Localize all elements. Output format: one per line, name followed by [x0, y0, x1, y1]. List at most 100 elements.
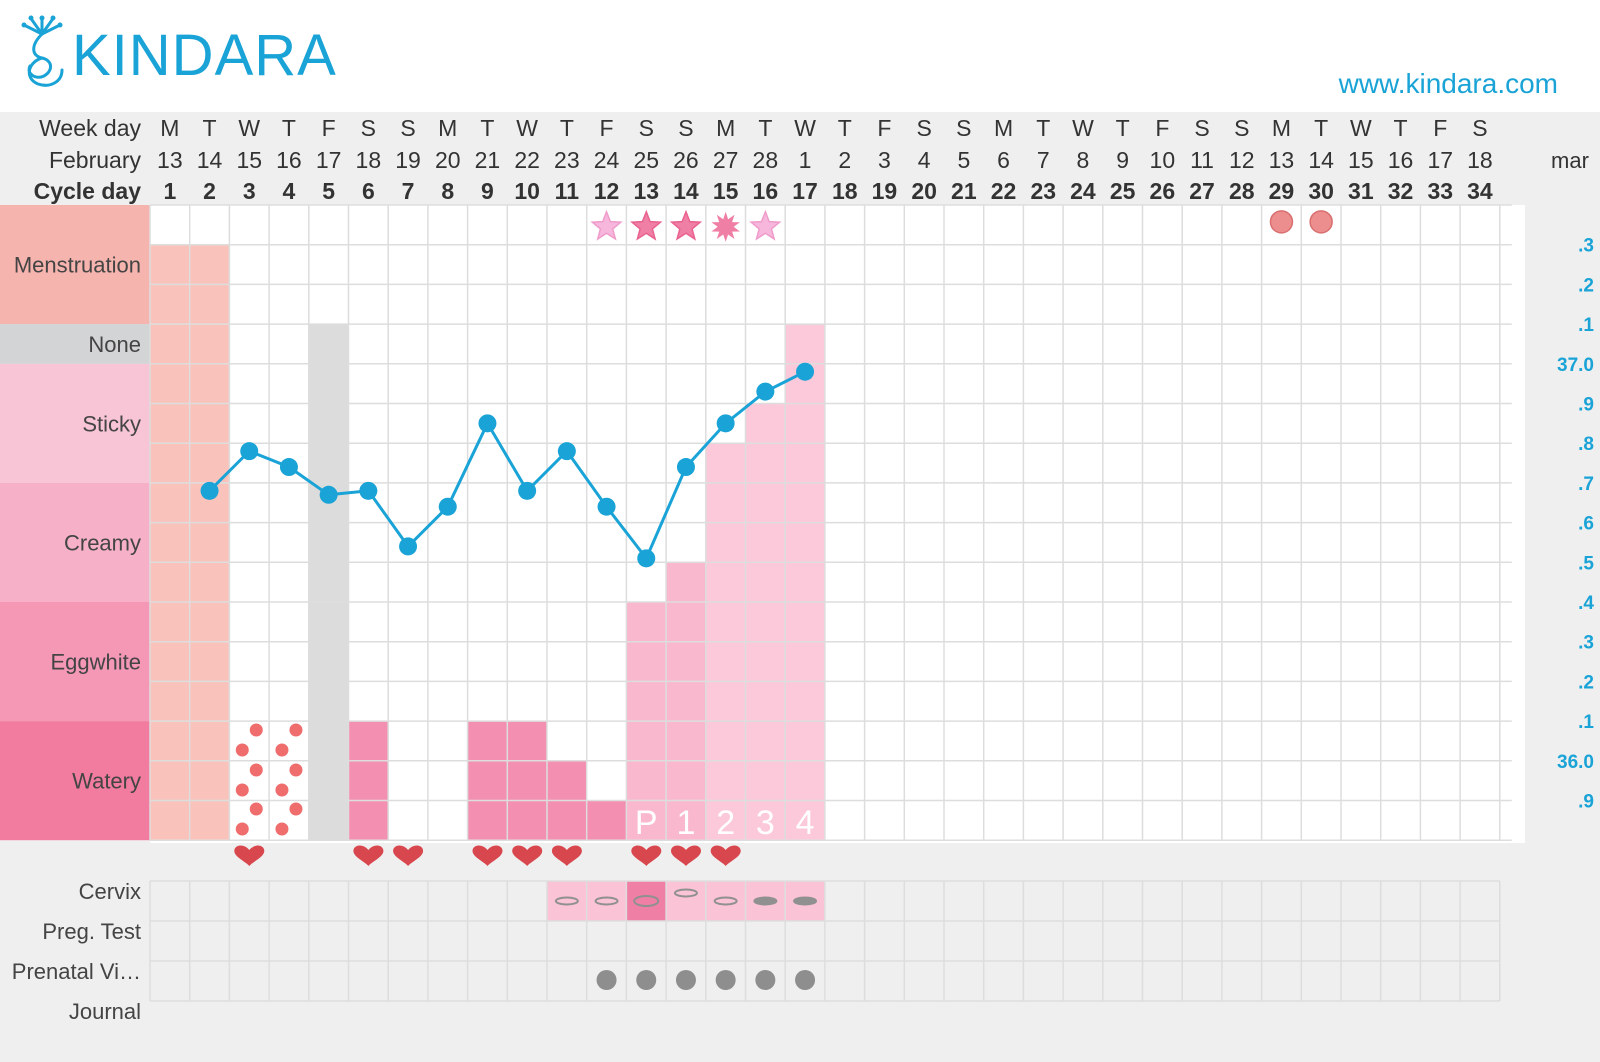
temperature-point: [637, 549, 656, 568]
menstruation-bar: [189, 244, 230, 841]
peak-day-label: 1: [676, 804, 695, 842]
header-cell: 28: [1229, 178, 1255, 204]
header-row-label: Cycle day: [34, 178, 142, 204]
header-cell: 24: [594, 147, 620, 173]
spotting-dot: [289, 763, 303, 777]
temperature-tick-label: .3: [1578, 633, 1594, 654]
header-cell: 6: [997, 147, 1010, 173]
temperature-tick-label: .8: [1578, 434, 1594, 455]
intercourse-heart-icon: [512, 845, 543, 866]
fluid-row-label: Sticky: [82, 411, 141, 436]
header-cell: S: [678, 115, 693, 141]
header-cell: F: [1155, 115, 1169, 141]
fluid-row-label: Eggwhite: [50, 650, 141, 675]
header-cell: 24: [1070, 178, 1096, 204]
peak-day-label: 4: [796, 804, 815, 842]
header-cell: 23: [554, 147, 580, 173]
header-cell: S: [916, 115, 931, 141]
intercourse-heart-icon: [472, 845, 503, 866]
header-cell: 14: [1308, 147, 1334, 173]
header-cell: 6: [362, 178, 375, 204]
temperature-point: [518, 481, 537, 500]
header-cell: W: [238, 115, 260, 141]
header-cell: 23: [1030, 178, 1056, 204]
temperature-point: [279, 458, 298, 477]
header-cell: T: [758, 115, 772, 141]
spotting-dot: [235, 783, 249, 797]
temperature-tick-label: .5: [1578, 553, 1594, 574]
header-cell: 16: [753, 178, 779, 204]
fertile-star-icon: [630, 209, 663, 241]
fluid-row-label: None: [88, 332, 141, 357]
temperature-tick-label: .2: [1578, 672, 1594, 693]
peak-day-label: 3: [756, 804, 775, 842]
spotting-dot: [275, 783, 289, 797]
header-cell: 2: [838, 147, 851, 173]
header-cell: 18: [356, 147, 382, 173]
header-cell: 22: [514, 147, 540, 173]
header-cell: S: [1194, 115, 1209, 141]
header-cell: 33: [1427, 178, 1453, 204]
header-cell: 1: [163, 178, 176, 204]
header-cell: 18: [832, 178, 858, 204]
intercourse-heart-icon: [353, 845, 384, 866]
header-cell: 12: [594, 178, 620, 204]
header-cell: 18: [1467, 147, 1493, 173]
temperature-line: [208, 370, 806, 562]
temperature-tick-label: .9: [1578, 395, 1594, 416]
header-cell: 2: [203, 178, 216, 204]
header-cell: T: [203, 115, 217, 141]
header-cell: 34: [1467, 178, 1493, 204]
spotting-dot: [289, 723, 303, 737]
header-cell: M: [160, 115, 179, 141]
header-cell: T: [480, 115, 494, 141]
header-cell: 7: [1037, 147, 1050, 173]
intercourse-heart-icon: [393, 845, 424, 866]
spotting-dot: [275, 743, 289, 757]
header-cell: T: [1394, 115, 1408, 141]
temperature-point: [756, 382, 775, 401]
header-cell: W: [1072, 115, 1094, 141]
cervix-position-icon: [753, 896, 778, 906]
prenatal-vitamin-dot: [715, 970, 736, 990]
header-cell: 31: [1348, 178, 1374, 204]
header-cell: T: [838, 115, 852, 141]
temperature-tick-label: .4: [1578, 593, 1594, 614]
fertile-star-icon: [749, 209, 782, 241]
fluid-label-background: [0, 482, 150, 602]
header-cell: 4: [918, 147, 931, 173]
header-cell: F: [877, 115, 891, 141]
cervix-highlight: [626, 881, 667, 921]
temperature-point: [557, 442, 576, 461]
header-cell: 13: [633, 178, 659, 204]
header-cell: 19: [872, 178, 898, 204]
cervical-fluid-bar: [666, 562, 706, 841]
header-cell: M: [1272, 115, 1291, 141]
logo-wordmark: KINDARA: [72, 23, 337, 88]
bottom-row-label: Journal: [69, 999, 141, 1024]
header-row-label: February: [49, 147, 142, 173]
header-cell: 19: [395, 147, 421, 173]
cervical-fluid-bar: [745, 403, 786, 841]
fluid-label-background: [0, 602, 150, 722]
temperature-point: [200, 481, 219, 500]
header-cell: S: [1472, 115, 1487, 141]
header-cell: S: [361, 115, 376, 141]
prenatal-vitamin-dot: [755, 970, 776, 990]
intercourse-heart-icon: [671, 845, 701, 866]
fluid-label-background: [0, 721, 150, 841]
spotting-dot: [249, 802, 263, 816]
header-cell: 25: [633, 147, 659, 173]
circle-marker: [1309, 210, 1333, 234]
header-cell: 11: [555, 178, 580, 204]
header-cell: 16: [276, 147, 302, 173]
header-cell: 14: [197, 147, 223, 173]
website-link[interactable]: www.kindara.com: [1338, 68, 1558, 99]
header-cell: 1: [799, 147, 812, 173]
none-fluid-bar: [308, 324, 349, 841]
prenatal-vitamin-dot: [795, 970, 816, 990]
temperature-tick-label: .6: [1578, 514, 1594, 535]
temperature-point: [438, 497, 457, 516]
header-cell: 17: [1427, 147, 1453, 173]
